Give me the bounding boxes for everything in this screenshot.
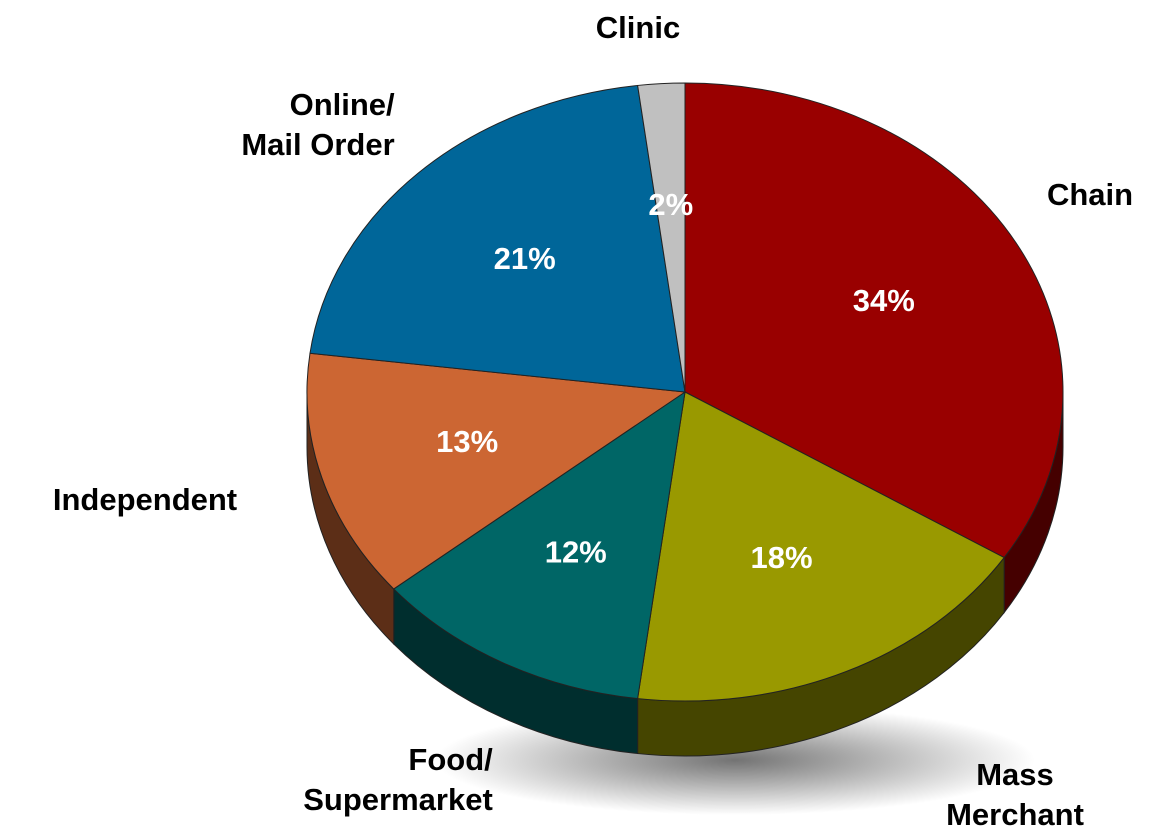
value-label: 13% xyxy=(436,424,498,459)
value-label: 12% xyxy=(545,535,607,570)
category-label: Food/ Supermarket xyxy=(303,742,493,817)
category-label: Clinic xyxy=(595,10,681,45)
slice xyxy=(392,390,686,700)
category-label: Mass Merchant xyxy=(946,757,1084,832)
category-label: Chain xyxy=(1046,177,1134,212)
slice xyxy=(306,352,687,590)
slice xyxy=(637,82,686,393)
slice xyxy=(309,84,686,393)
category-label: Independent xyxy=(52,482,238,517)
value-label: 21% xyxy=(494,241,556,276)
category-label: Online/ Mail Order xyxy=(241,87,395,162)
slice xyxy=(684,82,1064,559)
slice xyxy=(637,391,1005,702)
value-label: 18% xyxy=(751,540,813,575)
value-label: 34% xyxy=(853,283,915,318)
value-label: 2% xyxy=(648,187,693,222)
